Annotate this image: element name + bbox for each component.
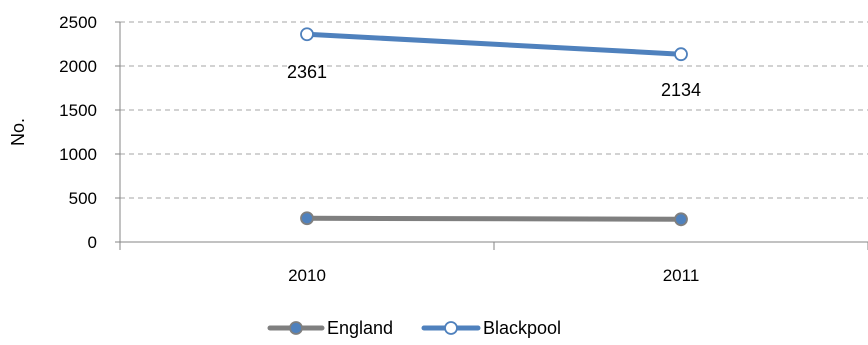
legend-swatch-marker xyxy=(289,321,303,335)
x-tick-label: 2010 xyxy=(288,266,326,285)
legend-swatch-marker xyxy=(444,321,458,335)
data-point xyxy=(674,212,688,227)
data-point xyxy=(300,27,314,42)
axes xyxy=(115,21,868,250)
y-tick-label: 2500 xyxy=(59,13,97,32)
y-axis-title: No. xyxy=(8,118,28,146)
legend-item: Blackpool xyxy=(421,318,561,338)
x-tick-labels: 2010 2011 xyxy=(288,266,699,285)
y-tick-label: 1000 xyxy=(59,145,97,164)
series-line-england xyxy=(304,215,684,222)
y-tick-label: 1500 xyxy=(59,101,97,120)
y-tick-labels: 0 500 1000 1500 2000 2500 xyxy=(59,13,97,252)
data-point xyxy=(674,47,688,62)
gridlines xyxy=(120,21,868,199)
legend: England Blackpool xyxy=(267,318,561,338)
y-tick-label: 0 xyxy=(88,233,97,252)
series-line-blackpool xyxy=(304,31,684,57)
legend-label: Blackpool xyxy=(483,318,561,338)
legend-item: England xyxy=(267,318,393,338)
x-tick-label: 2011 xyxy=(663,266,700,285)
legend-label: England xyxy=(327,318,393,338)
series xyxy=(300,27,688,227)
y-tick-label: 500 xyxy=(69,189,97,208)
data-point xyxy=(300,211,314,226)
data-label: 2134 xyxy=(661,80,701,100)
y-tick-label: 2000 xyxy=(59,57,97,76)
data-label: 2361 xyxy=(287,62,327,82)
data-labels: 2361 2134 xyxy=(287,62,701,100)
